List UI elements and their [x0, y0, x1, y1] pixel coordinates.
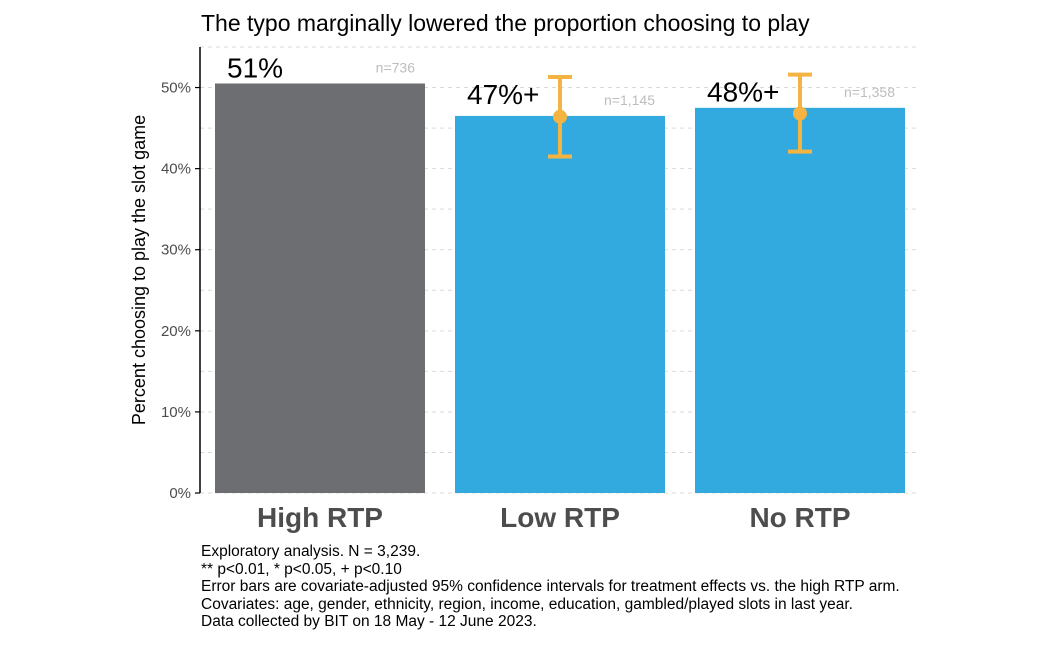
y-tick-label: 20% [161, 323, 191, 340]
data-label: 51% [227, 52, 283, 83]
data-label: 47%+ [467, 79, 539, 110]
y-axis: 0% 10% 20% 30% 40% 50% [161, 47, 201, 502]
n-label: n=1,358 [844, 84, 895, 100]
bar-chart: The typo marginally lowered the proporti… [129, 10, 920, 533]
footnote-line: Error bars are covariate-adjusted 95% co… [201, 578, 900, 595]
error-bars [548, 72, 812, 159]
bar [215, 83, 425, 493]
y-tick-label: 40% [161, 161, 191, 178]
x-tick-label: No RTP [749, 502, 850, 533]
footnote-line: ** p<0.01, * p<0.05, + p<0.10 [201, 560, 402, 578]
y-tick-label: 0% [169, 485, 191, 502]
footnote-line: Data collected by BIT on 18 May - 12 Jun… [201, 613, 537, 630]
error-bar-point [553, 109, 567, 124]
footnotes: Exploratory analysis. N = 3,239. ** p<0.… [201, 543, 900, 631]
y-tick-label: 50% [161, 80, 191, 97]
y-tick-label: 10% [161, 404, 191, 421]
bars [215, 83, 905, 494]
data-labels: 51% n=736 47%+ n=1,145 48%+ n=1,358 [227, 52, 895, 110]
footnote-line: Covariates: age, gender, ethnicity, regi… [201, 595, 853, 613]
x-axis-labels: High RTP Low RTP No RTP [257, 502, 851, 533]
bar [695, 107, 905, 494]
bar [455, 115, 665, 493]
n-label: n=736 [376, 59, 416, 75]
x-tick-label: High RTP [257, 502, 383, 533]
y-tick-label: 30% [161, 242, 191, 259]
n-label: n=1,145 [604, 92, 655, 108]
chart-title: The typo marginally lowered the proporti… [201, 10, 810, 36]
x-tick-label: Low RTP [500, 502, 620, 533]
data-label: 48%+ [707, 77, 779, 108]
y-axis-label: Percent choosing to play the slot game [129, 115, 149, 425]
error-bar-point [793, 106, 807, 121]
footnote-line: Exploratory analysis. N = 3,239. [201, 543, 421, 560]
